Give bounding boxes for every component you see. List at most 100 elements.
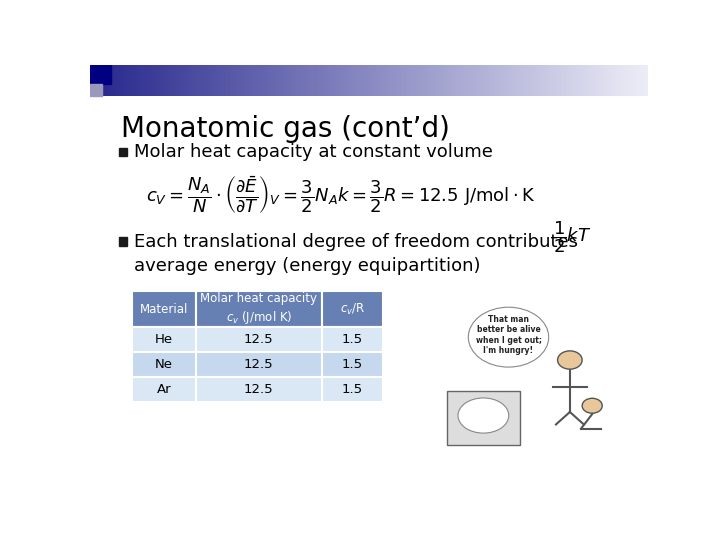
Bar	[555, 65, 557, 96]
Bar	[475, 65, 477, 96]
Bar	[520, 65, 522, 96]
Bar	[125, 65, 127, 96]
Bar	[499, 65, 502, 96]
Bar	[163, 65, 165, 96]
Bar	[311, 65, 314, 96]
Bar	[620, 65, 623, 96]
Bar	[485, 65, 487, 96]
Bar	[116, 65, 119, 96]
Bar	[194, 65, 197, 96]
Text: 1.5: 1.5	[342, 383, 363, 396]
Bar	[151, 65, 154, 96]
Bar	[467, 65, 470, 96]
Bar	[601, 65, 604, 96]
Bar	[339, 65, 342, 96]
Bar	[168, 65, 171, 96]
Bar	[606, 65, 608, 96]
Bar	[181, 65, 184, 96]
Bar	[540, 65, 543, 96]
Bar	[351, 65, 353, 96]
Bar	[313, 65, 315, 96]
Bar	[393, 65, 395, 96]
Bar	[419, 65, 422, 96]
Bar	[445, 65, 448, 96]
Bar	[454, 65, 457, 96]
Bar	[333, 65, 336, 96]
Bar	[145, 65, 148, 96]
Bar	[380, 65, 382, 96]
Text: Monatomic gas (cont’d): Monatomic gas (cont’d)	[121, 114, 449, 143]
Bar	[150, 65, 152, 96]
Bar	[561, 65, 563, 96]
Bar	[423, 65, 426, 96]
Bar	[600, 65, 602, 96]
Bar	[382, 65, 384, 96]
Bar	[616, 65, 618, 96]
Bar	[428, 65, 431, 96]
Bar	[444, 65, 446, 96]
Bar	[453, 65, 455, 96]
Bar	[322, 352, 383, 377]
Bar	[338, 65, 340, 96]
Bar	[196, 292, 322, 327]
Bar	[302, 65, 305, 96]
Bar	[464, 65, 467, 96]
Bar	[547, 65, 550, 96]
Bar	[323, 65, 325, 96]
Bar	[399, 65, 401, 96]
Bar	[566, 65, 569, 96]
Bar	[542, 65, 544, 96]
Bar	[285, 65, 288, 96]
Bar	[570, 65, 572, 96]
Bar	[99, 65, 102, 96]
Bar	[490, 65, 492, 96]
Bar	[271, 65, 273, 96]
Bar	[120, 65, 122, 96]
Bar	[148, 65, 150, 96]
Bar	[546, 65, 548, 96]
Bar	[112, 65, 114, 96]
Bar	[172, 65, 174, 96]
Bar	[529, 65, 531, 96]
Bar	[503, 65, 505, 96]
Bar	[298, 65, 301, 96]
Bar	[328, 65, 330, 96]
Text: Ne: Ne	[155, 357, 173, 370]
Bar	[293, 65, 295, 96]
Bar	[473, 65, 476, 96]
Bar	[613, 65, 615, 96]
Bar	[400, 65, 403, 96]
Bar	[289, 65, 292, 96]
Bar	[345, 65, 347, 96]
Bar	[246, 65, 248, 96]
Bar	[615, 65, 617, 96]
Bar	[166, 65, 168, 96]
Bar	[310, 65, 312, 96]
Bar	[131, 65, 133, 96]
Bar	[341, 65, 343, 96]
Bar	[217, 65, 219, 96]
Bar	[231, 65, 234, 96]
Bar	[179, 65, 181, 96]
Bar	[390, 65, 392, 96]
Bar	[278, 65, 280, 96]
Bar	[170, 65, 172, 96]
Bar	[607, 65, 610, 96]
Bar	[90, 65, 92, 96]
Bar	[164, 65, 167, 96]
Bar	[192, 65, 194, 96]
Bar	[482, 65, 485, 96]
Bar	[406, 65, 409, 96]
Bar	[536, 65, 539, 96]
Bar	[186, 65, 189, 96]
Bar	[434, 65, 436, 96]
Bar	[459, 65, 461, 96]
Bar	[531, 65, 534, 96]
Bar	[588, 65, 591, 96]
Bar	[140, 65, 143, 96]
Bar	[94, 65, 96, 96]
Text: Each translational degree of freedom contributes: Each translational degree of freedom con…	[133, 233, 577, 251]
Bar	[261, 65, 264, 96]
Bar	[204, 65, 206, 96]
Bar	[590, 65, 593, 96]
